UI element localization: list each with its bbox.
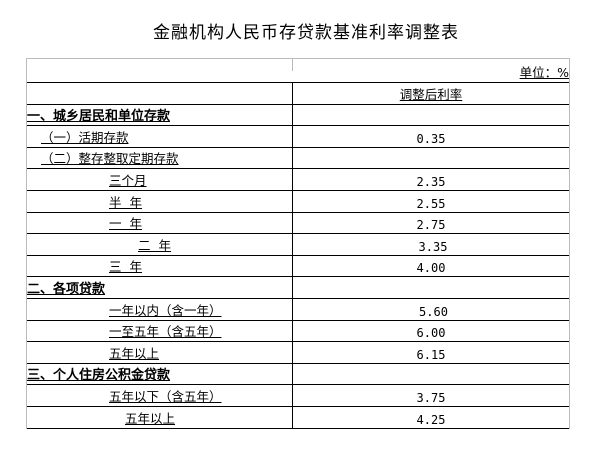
header-row: 调整后利率	[27, 83, 569, 105]
rate-cell	[293, 105, 569, 126]
unit-row-right-cell: 单位：%	[293, 59, 569, 82]
label-cell: 半 年	[27, 190, 293, 212]
row-label: （一）活期存款	[41, 129, 129, 145]
row-label: 五年以上	[109, 345, 160, 361]
rate-cell	[293, 364, 569, 385]
rate-cell: 2.55	[293, 191, 569, 212]
label-cell: （一）活期存款	[27, 126, 293, 147]
section-row: 二、各项贷款	[27, 277, 569, 299]
rate-value: 2.35	[416, 174, 446, 189]
table-row: 二 年 3.35	[27, 234, 569, 256]
rate-value: 5.60	[419, 304, 448, 319]
rate-cell	[293, 148, 569, 169]
label-cell: 二、各项贷款	[27, 277, 293, 298]
rate-cell: 3.75	[293, 385, 569, 406]
section-row: 三、个人住房公积金贷款	[27, 363, 569, 386]
rate-cell: 5.60	[293, 299, 569, 320]
rate-value: 6.15	[416, 347, 446, 362]
label-cell: 一 年	[27, 212, 293, 234]
row-label: 半 年	[109, 194, 142, 210]
row-label: 一至五年（含五年）	[109, 324, 222, 340]
rate-value: 2.75	[416, 218, 446, 233]
row-label: 三、个人住房公积金贷款	[27, 368, 171, 384]
rate-value: 4.25	[416, 412, 446, 427]
label-cell: 五年以上	[27, 406, 293, 428]
row-label: 一 年	[109, 216, 142, 232]
rate-cell: 0.35	[293, 126, 569, 147]
unit-row-left-cell	[27, 59, 292, 82]
label-cell: 三 年	[27, 255, 293, 277]
rate-cell: 2.75	[293, 213, 569, 234]
row-label: 一、城乡居民和单位存款	[27, 109, 171, 125]
label-cell: 二 年	[27, 234, 293, 255]
table-row: 一至五年（含五年） 6.00	[27, 320, 569, 343]
table-row: （一）活期存款 0.35	[27, 126, 569, 148]
rate-cell: 6.15	[293, 342, 569, 363]
page-title: 金融机构人民币存贷款基准利率调整表	[153, 23, 459, 43]
row-label: 五年以上	[125, 410, 176, 426]
cell-divider	[292, 59, 293, 71]
header-rate-cell: 调整后利率	[293, 83, 569, 104]
label-cell: 三个月	[27, 169, 293, 190]
row-label: 三个月	[109, 172, 147, 188]
rate-value: 6.00	[416, 326, 446, 341]
row-label: 二、各项贷款	[27, 281, 106, 297]
table-row: 三 年 4.00	[27, 255, 569, 278]
label-cell: 一年以内（含一年）	[27, 298, 293, 320]
table-row: 一年以内（含一年） 5.60	[27, 298, 569, 321]
table-row: 五年以上 4.25	[27, 406, 569, 429]
label-cell: 一、城乡居民和单位存款	[27, 104, 293, 126]
rate-cell	[293, 277, 569, 298]
column-header: 调整后利率	[399, 86, 463, 102]
rate-value: 3.75	[416, 390, 446, 405]
label-cell: 三、个人住房公积金贷款	[27, 363, 293, 385]
rate-cell: 4.00	[293, 256, 569, 277]
table-row: 三个月 2.35	[27, 169, 569, 191]
rate-table: 单位：% 调整后利率 一、城乡居民和单位存款 （一）活期存款 0.35 （二）整存整取…	[26, 58, 570, 429]
label-cell: 五年以上	[27, 342, 293, 363]
rate-value: 2.55	[416, 196, 446, 211]
section-row: 一、城乡居民和单位存款	[27, 104, 569, 127]
unit-label: 单位：%	[519, 65, 569, 80]
row-label: 二 年	[138, 237, 171, 253]
label-cell: （二）整存整取定期存款	[27, 147, 293, 169]
table-row: （二）整存整取定期存款	[27, 147, 569, 170]
label-cell: 一至五年（含五年）	[27, 320, 293, 342]
label-cell: 五年以下（含五年）	[27, 385, 293, 406]
rate-value: 0.35	[416, 131, 446, 146]
rate-cell: 4.25	[293, 407, 569, 428]
header-empty-cell	[27, 83, 293, 104]
table-row: 五年以上 6.15	[27, 342, 569, 364]
row-label: 一年以内（含一年）	[109, 302, 222, 318]
rate-value: 4.00	[416, 261, 446, 276]
rate-value: 3.35	[418, 239, 448, 254]
unit-row: 单位：%	[27, 59, 569, 83]
table-row: 一 年 2.75	[27, 212, 569, 235]
rate-cell: 6.00	[293, 321, 569, 342]
row-label: 三 年	[109, 259, 142, 275]
table-row: 半 年 2.55	[27, 190, 569, 213]
rate-cell: 3.35	[293, 234, 569, 255]
rate-cell: 2.35	[293, 169, 569, 190]
row-label: 五年以下（含五年）	[109, 388, 222, 404]
table-row: 五年以下（含五年） 3.75	[27, 385, 569, 407]
row-label: （二）整存整取定期存款	[41, 151, 179, 167]
